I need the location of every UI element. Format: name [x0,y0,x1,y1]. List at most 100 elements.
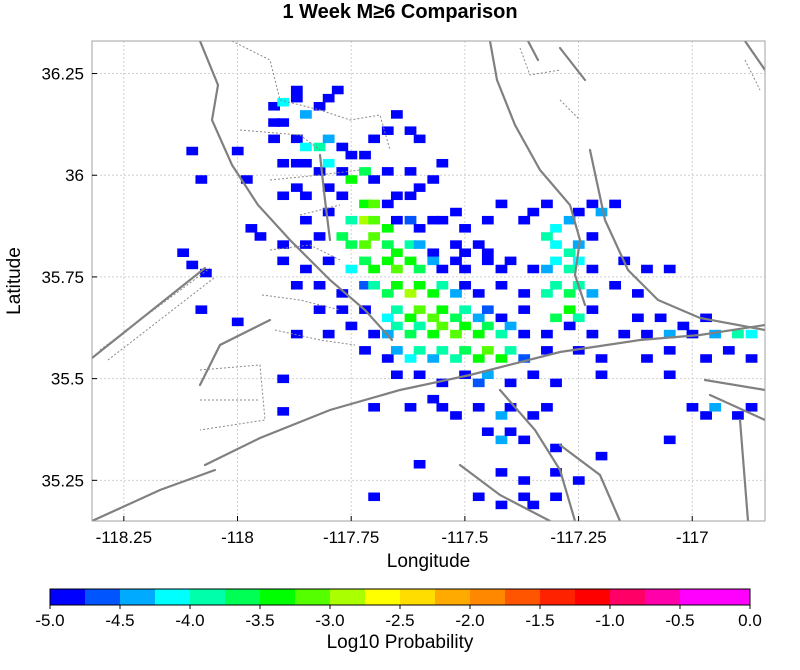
heatmap-cell [427,313,440,323]
heatmap-cell [404,289,417,298]
heatmap-cell [413,281,426,290]
heatmap-cell [186,146,199,156]
colorbar-tick-label: -2.0 [455,611,484,630]
heatmap-cell [481,346,494,355]
heatmap-cell [345,240,358,249]
colorbar-segment [120,589,156,605]
fault-line [703,378,765,392]
heatmap-cell [745,403,758,412]
heatmap-cell [527,411,540,420]
heatmap-cell [277,407,290,416]
heatmap-cell [240,175,253,184]
heatmap-cell [481,305,494,314]
heatmap-cell [495,411,508,420]
heatmap-cell [322,183,335,192]
heatmap-cell [313,142,326,152]
heatmap-cell [359,346,371,355]
heatmap-cell [495,264,508,274]
heatmap-cell [686,403,699,412]
heatmap-cell [290,158,303,168]
heatmap-cell [336,167,349,176]
heatmap-cell [481,248,494,257]
colorbar-tick-label: -0.5 [665,611,694,630]
heatmap-cell [404,191,417,201]
fault-line [558,46,587,82]
heatmap-cell [404,403,417,412]
heatmap-cell [518,305,531,314]
heatmap-cell [550,443,562,453]
heatmap-cell [481,370,494,380]
heatmap-cell [268,134,280,144]
colorbar-segment [50,589,86,605]
heatmap-cell [572,346,585,355]
heatmap-cell [322,158,335,168]
colorbar-segment [400,589,436,605]
heatmap-cell [390,305,403,314]
heatmap-cell [413,134,426,144]
heatmap-cell [541,199,553,209]
heatmap-cell [631,289,644,298]
fault-line [203,323,765,467]
heatmap-cell [472,240,485,249]
colorbar-tick-label: -2.5 [385,611,414,630]
heatmap-cell [290,281,303,290]
heatmap-cell [436,346,449,355]
heatmap-cell [359,281,371,290]
heatmap-cell [550,281,562,290]
heatmap-cell [504,378,517,388]
heatmap-cell [504,256,517,266]
plot-border [91,40,766,522]
heatmap-cell [527,370,540,380]
heatmap-cell [359,167,371,176]
heatmap-cell [381,313,394,323]
heatmap-cell [368,492,381,502]
heatmap-cell [427,394,440,404]
heatmap-cell [595,370,608,380]
heatmap-cell [268,102,280,111]
heatmap-cell [390,264,403,274]
colorbar-segment [680,589,716,605]
heatmap-cell [322,207,335,217]
y-tick-label: 35.5 [51,370,84,389]
heatmap-cell [550,468,562,477]
heatmap-cell [381,199,394,209]
heatmap-cell [481,321,494,331]
colorbar-segment [295,589,331,605]
heatmap-cell [518,289,531,298]
x-tick-label: -117.25 [550,528,606,547]
probability-cells [177,85,758,510]
heatmap-cell [586,199,599,209]
heatmap-cell [572,313,585,323]
heatmap-cell [413,240,426,249]
heatmap-cell [550,313,562,323]
colorbar-segment [505,589,541,605]
heatmap-cell [563,305,576,314]
heatmap-cell [413,183,426,192]
heatmap-cell [381,224,394,233]
heatmap-cell [563,248,576,257]
heatmap-cell [450,207,462,217]
heatmap-cell [459,370,471,380]
fault-line [198,41,394,342]
heatmap-cell [436,378,449,388]
heatmap-cell [300,240,312,249]
heatmap-cell [436,305,449,314]
fault-line [318,153,332,242]
heatmap-cell [654,313,667,323]
heatmap-cell [436,403,449,412]
heatmap-cell [586,264,599,274]
heatmap-cell [336,142,349,152]
heatmap-cell [732,329,744,339]
heatmap-cell [732,411,744,420]
heatmap-cell [231,317,244,327]
heatmap-cell [663,329,676,339]
heatmap-cell [404,354,417,363]
heatmap-cell [277,118,290,127]
heatmap-cell [427,256,440,266]
heatmap-cell [563,321,576,331]
heatmap-cell [459,224,471,233]
heatmap-cell [268,118,280,127]
heatmap-cell [472,492,485,502]
heatmap-cell [427,354,440,363]
